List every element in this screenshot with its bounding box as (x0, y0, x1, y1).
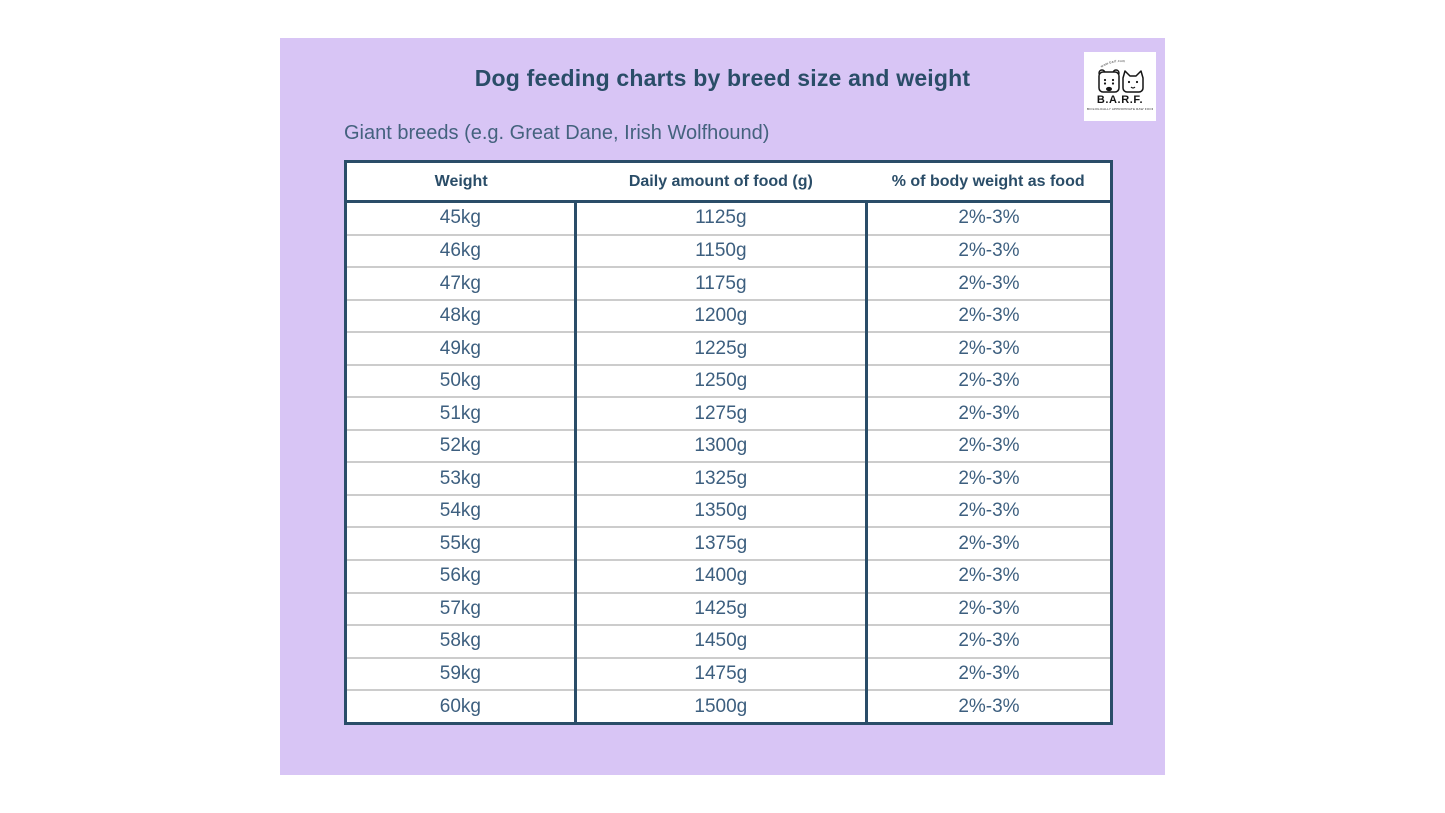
section-subtitle: Giant breeds (e.g. Great Dane, Irish Wol… (344, 122, 770, 144)
table-cell: 1275g (573, 396, 867, 430)
table-cell: 2%-3% (864, 233, 1112, 268)
table-cell: 1375g (573, 526, 867, 561)
table-cell: 2%-3% (864, 298, 1112, 333)
table-body: 45kg 1125g 2%-3% 46kg 1150g 2%-3% 47kg 1175g 2%-… (345, 200, 1112, 724)
table-cell: 1250g (573, 363, 867, 398)
table-row: 55kg 1375g 2%-3% (345, 526, 1112, 561)
table-cell: 2%-3% (864, 428, 1112, 463)
table-cell: 55kg (345, 526, 576, 561)
table-cell: 48kg (345, 298, 576, 333)
table-cell: 2%-3% (864, 689, 1112, 724)
table-cell: 1400g (573, 559, 867, 593)
table-cell: 2%-3% (864, 363, 1112, 398)
table-header: Weight Daily amount of food (g) % of bod… (345, 161, 1112, 203)
table-cell: 2%-3% (864, 559, 1112, 593)
table-cell: 2%-3% (864, 396, 1112, 430)
table-cell: 58kg (345, 624, 576, 658)
table-cell: 56kg (345, 559, 576, 593)
logo-brand-text: B.A.R.F. (1096, 94, 1144, 106)
table-cell: 59kg (345, 656, 576, 691)
table-cell: 47kg (345, 266, 576, 300)
table-cell: 2%-3% (864, 624, 1112, 658)
table-cell: 1225g (573, 331, 867, 365)
table-cell: 2%-3% (864, 526, 1112, 561)
column-header-daily-amount: Daily amount of food (g) (575, 161, 867, 203)
table-cell: 57kg (345, 591, 576, 626)
table-row: 54kg 1350g 2%-3% (345, 493, 1112, 528)
table-cell: 1150g (573, 233, 867, 268)
table-cell: 46kg (345, 233, 576, 268)
table-cell: 54kg (345, 493, 576, 528)
table-cell: 1200g (573, 298, 867, 333)
table-cell: 2%-3% (864, 493, 1112, 528)
table-cell: 2%-3% (864, 331, 1112, 365)
table-cell: 2%-3% (864, 200, 1112, 235)
logo-arc-microtext: www.barf.com (1100, 59, 1125, 69)
table-cell: 51kg (345, 396, 576, 430)
table-cell: 1475g (573, 656, 867, 691)
table-cell: 2%-3% (864, 591, 1112, 626)
table-row: 53kg 1325g 2%-3% (345, 461, 1112, 495)
svg-text:www.barf.com: www.barf.com (1100, 59, 1125, 69)
table-cell: 1175g (573, 266, 867, 300)
table-cell: 2%-3% (864, 461, 1112, 495)
table-row: 57kg 1425g 2%-3% (345, 591, 1112, 626)
table-cell: 1425g (573, 591, 867, 626)
table-cell: 45kg (345, 200, 576, 235)
table-row: 45kg 1125g 2%-3% (345, 200, 1112, 235)
table-row: 46kg 1150g 2%-3% (345, 233, 1112, 268)
table-row: 49kg 1225g 2%-3% (345, 331, 1112, 365)
table-cell: 1500g (573, 689, 867, 724)
table-row: 51kg 1275g 2%-3% (345, 396, 1112, 430)
table-cell: 1450g (573, 624, 867, 658)
page-title: Dog feeding charts by breed size and wei… (474, 65, 971, 91)
table-row: 47kg 1175g 2%-3% (345, 266, 1112, 300)
content-panel: Dog feeding charts by breed size and wei… (280, 38, 1165, 775)
column-header-body-weight-percent: % of body weight as food (866, 161, 1112, 203)
table-row: 52kg 1300g 2%-3% (345, 428, 1112, 463)
table-row: 56kg 1400g 2%-3% (345, 559, 1112, 593)
table-row: 60kg 1500g 2%-3% (345, 689, 1112, 724)
feeding-table: Weight Daily amount of food (g) % of bod… (344, 160, 1113, 725)
table-cell: 1300g (573, 428, 867, 463)
table-cell: 2%-3% (864, 656, 1112, 691)
table-cell: 49kg (345, 331, 576, 365)
table-row: 58kg 1450g 2%-3% (345, 624, 1112, 658)
table-cell: 2%-3% (864, 266, 1112, 300)
table-cell: 1125g (573, 200, 867, 235)
header-row: Weight Daily amount of food (g) % of bod… (345, 161, 1112, 203)
table-cell: 60kg (345, 689, 576, 724)
table-cell: 1350g (573, 493, 867, 528)
table-cell: 52kg (345, 428, 576, 463)
logo-caption-microtext: BIOLOGICALLY APPROPRIATE RAW FOOD (1087, 107, 1153, 111)
table-row: 48kg 1200g 2%-3% (345, 298, 1112, 333)
table-cell: 1325g (573, 461, 867, 495)
table-cell: 50kg (345, 363, 576, 398)
logo-animals-icon: www.barf.com (1098, 59, 1144, 93)
barf-logo: www.barf.com B.A.R.F. BIOLOGICALLY APPRO… (1084, 52, 1156, 121)
table-row: 50kg 1250g 2%-3% (345, 363, 1112, 398)
table-cell: 53kg (345, 461, 576, 495)
table-row: 59kg 1475g 2%-3% (345, 656, 1112, 691)
column-header-weight: Weight (345, 161, 576, 203)
